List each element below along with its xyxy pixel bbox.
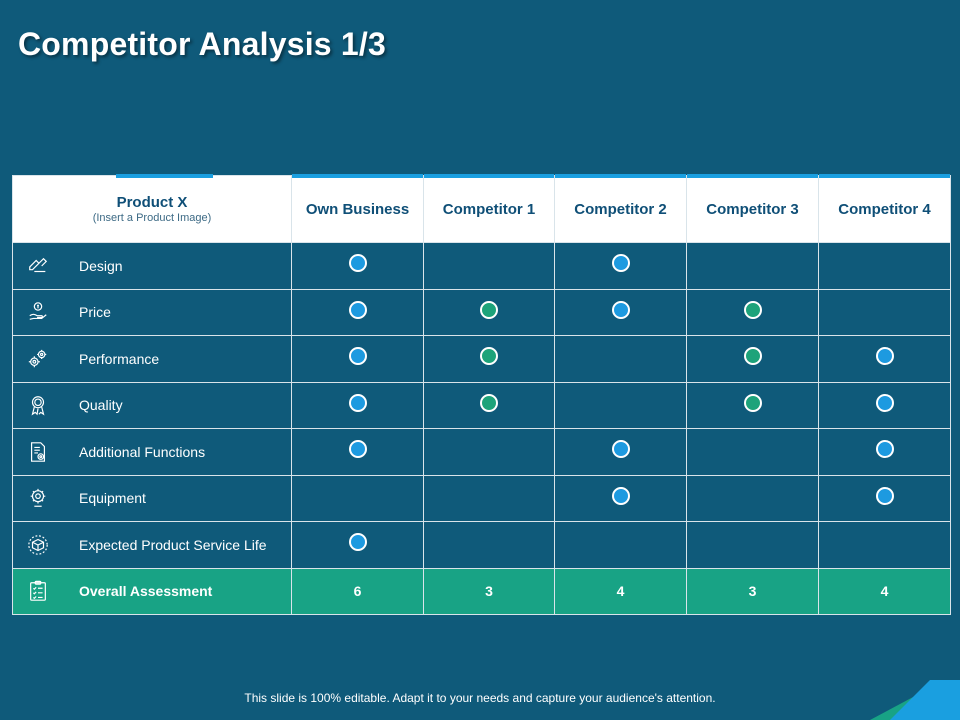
mark-cell [686,242,819,290]
product-name: Product X [116,194,188,211]
mark-cell [686,521,819,569]
mark-cell [291,381,424,429]
mark-cell [554,242,687,290]
mark-cell [291,428,424,476]
score-competitor-2: 4 [554,567,687,615]
product-header-cell: Product X (Insert a Product Image) [12,174,292,243]
feature-label: Additional Functions [79,443,206,460]
mark-cell [818,428,951,476]
blue-dot-marker [348,440,367,459]
mark-cell [686,288,819,336]
mark-cell [686,474,819,522]
table-row-overall-assessment: Overall Assessment 6 3 4 3 4 [12,567,951,615]
blue-dot-marker [611,440,630,459]
mark-cell [291,521,424,569]
mark-cell [686,381,819,429]
blue-dot-marker [348,254,367,273]
mark-cell [554,474,687,522]
mark-cell [423,428,555,476]
blue-dot-marker [875,347,894,366]
table-row-design: Design [12,242,951,290]
corner-decoration [870,680,960,720]
blue-dot-marker [611,254,630,273]
blue-dot-marker [875,440,894,459]
product-image-note: (Insert a Product Image) [92,212,212,224]
blue-dot-marker [875,486,894,505]
gears-icon [27,348,49,370]
total-label: Overall Assessment [79,583,213,600]
mark-cell [423,381,555,429]
mark-cell [818,381,951,429]
comparison-table: Product X (Insert a Product Image) Own B… [12,174,951,615]
score-own-business: 6 [291,567,424,615]
mark-cell [818,242,951,290]
price-icon [27,301,49,323]
package-box-icon [27,534,49,556]
design-icon [27,255,49,277]
mark-cell [291,242,424,290]
green-dot-marker [743,347,762,366]
document-gear-icon [27,441,49,463]
mark-cell [554,521,687,569]
table-row-equipment: Equipment [12,474,951,522]
footer-note: This slide is 100% editable. Adapt it to… [244,691,716,705]
blue-dot-marker [348,347,367,366]
blue-dot-marker [611,486,630,505]
blue-dot-marker [348,533,367,552]
mark-cell [686,335,819,383]
blue-dot-marker [611,300,630,319]
slide-title: Competitor Analysis 1/3 [18,26,386,62]
blue-dot-marker [875,393,894,412]
mark-cell [291,335,424,383]
green-dot-marker [743,393,762,412]
score-competitor-4: 4 [818,567,951,615]
green-dot-marker [480,347,498,366]
column-header-competitor-2: Competitor 2 [554,174,687,243]
mark-cell [554,428,687,476]
mark-cell [291,288,424,336]
mark-cell [818,288,951,336]
mark-cell [818,521,951,569]
table-header-row: Product X (Insert a Product Image) Own B… [12,174,951,243]
mark-cell [554,335,687,383]
table-row-additional-functions: Additional Functions [12,428,951,476]
mark-cell [423,474,555,522]
table-row-price: Price [12,288,951,336]
blue-dot-marker [348,393,367,412]
feature-label: Performance [79,350,160,367]
mark-cell [423,521,555,569]
feature-label: Expected Product Service Life [79,536,267,553]
feature-label: Design [79,257,123,274]
clipboard-checklist-icon [27,580,49,602]
feature-label: Quality [79,397,123,414]
mark-cell [818,474,951,522]
green-dot-marker [480,393,498,412]
score-competitor-1: 3 [423,567,555,615]
mark-cell [423,288,555,336]
mark-cell [686,428,819,476]
table-row-quality: Quality [12,381,951,429]
mark-cell [423,335,555,383]
column-header-competitor-4: Competitor 4 [818,174,951,243]
mark-cell [291,474,424,522]
award-ribbon-icon [27,394,49,416]
mark-cell [554,288,687,336]
mark-cell [818,335,951,383]
table-row-service-life: Expected Product Service Life [12,521,951,569]
equipment-gear-icon [27,487,49,509]
column-header-competitor-1: Competitor 1 [423,174,555,243]
column-header-competitor-3: Competitor 3 [686,174,819,243]
table-row-performance: Performance [12,335,951,383]
blue-dot-marker [348,300,367,319]
mark-cell [554,381,687,429]
green-dot-marker [480,300,498,319]
column-header-own-business: Own Business [291,174,424,243]
score-competitor-3: 3 [686,567,819,615]
feature-label: Price [79,304,111,321]
green-dot-marker [743,300,762,319]
feature-label: Equipment [79,490,146,507]
mark-cell [423,242,555,290]
